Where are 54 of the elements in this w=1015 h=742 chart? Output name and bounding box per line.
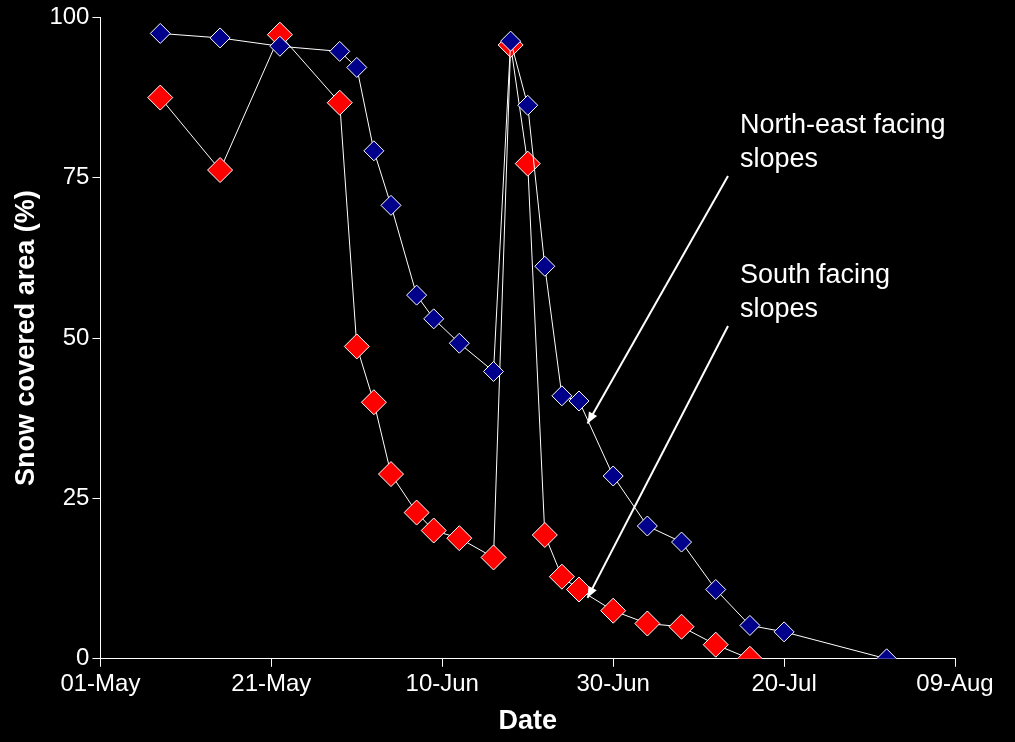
y-tick-label: 75 xyxy=(62,162,90,190)
x-tick-label: 09-Aug xyxy=(916,668,994,696)
x-tick-label: 01-May xyxy=(60,668,141,696)
point xyxy=(534,255,556,277)
point xyxy=(209,27,231,49)
point xyxy=(483,360,505,382)
x-tick-label: 20-Jul xyxy=(751,668,817,696)
point xyxy=(420,517,447,544)
x-axis-title: Date xyxy=(498,705,557,736)
point xyxy=(517,94,539,116)
point xyxy=(269,35,291,57)
point xyxy=(634,610,661,637)
point xyxy=(702,631,729,658)
point xyxy=(602,465,624,487)
point xyxy=(480,544,507,571)
point xyxy=(500,30,522,52)
y-tick-label: 50 xyxy=(62,322,90,350)
point xyxy=(329,40,351,62)
point xyxy=(423,308,445,330)
point xyxy=(149,22,171,44)
y-axis-title: Snow covered area (%) xyxy=(9,190,40,486)
point xyxy=(600,597,627,624)
point xyxy=(636,515,658,537)
point xyxy=(406,284,428,306)
point xyxy=(207,157,234,184)
point xyxy=(671,531,693,553)
point xyxy=(147,84,174,111)
x-tick-label: 10-Jun xyxy=(405,668,479,696)
point xyxy=(380,194,402,216)
point xyxy=(403,499,430,526)
point xyxy=(360,389,387,416)
point xyxy=(377,461,404,488)
y-tick-label: 0 xyxy=(76,643,90,671)
point xyxy=(346,56,368,78)
point xyxy=(568,390,590,412)
annotation: South facing slopes xyxy=(740,258,891,323)
annotation: North-east facing slopes xyxy=(740,108,946,173)
y-tick-label: 25 xyxy=(62,483,90,511)
point xyxy=(446,525,473,552)
point xyxy=(363,140,385,162)
point xyxy=(739,614,761,636)
x-tick-label: 21-May xyxy=(231,668,312,696)
y-tick-label: 100 xyxy=(49,2,90,30)
point xyxy=(448,332,470,354)
point xyxy=(773,621,795,643)
point xyxy=(548,563,575,590)
x-tick-label: 30-Jun xyxy=(576,668,650,696)
point xyxy=(514,150,541,177)
point xyxy=(551,385,573,407)
point xyxy=(705,579,727,601)
point xyxy=(343,333,370,360)
point xyxy=(531,522,558,549)
point xyxy=(326,89,353,116)
point xyxy=(668,613,695,640)
